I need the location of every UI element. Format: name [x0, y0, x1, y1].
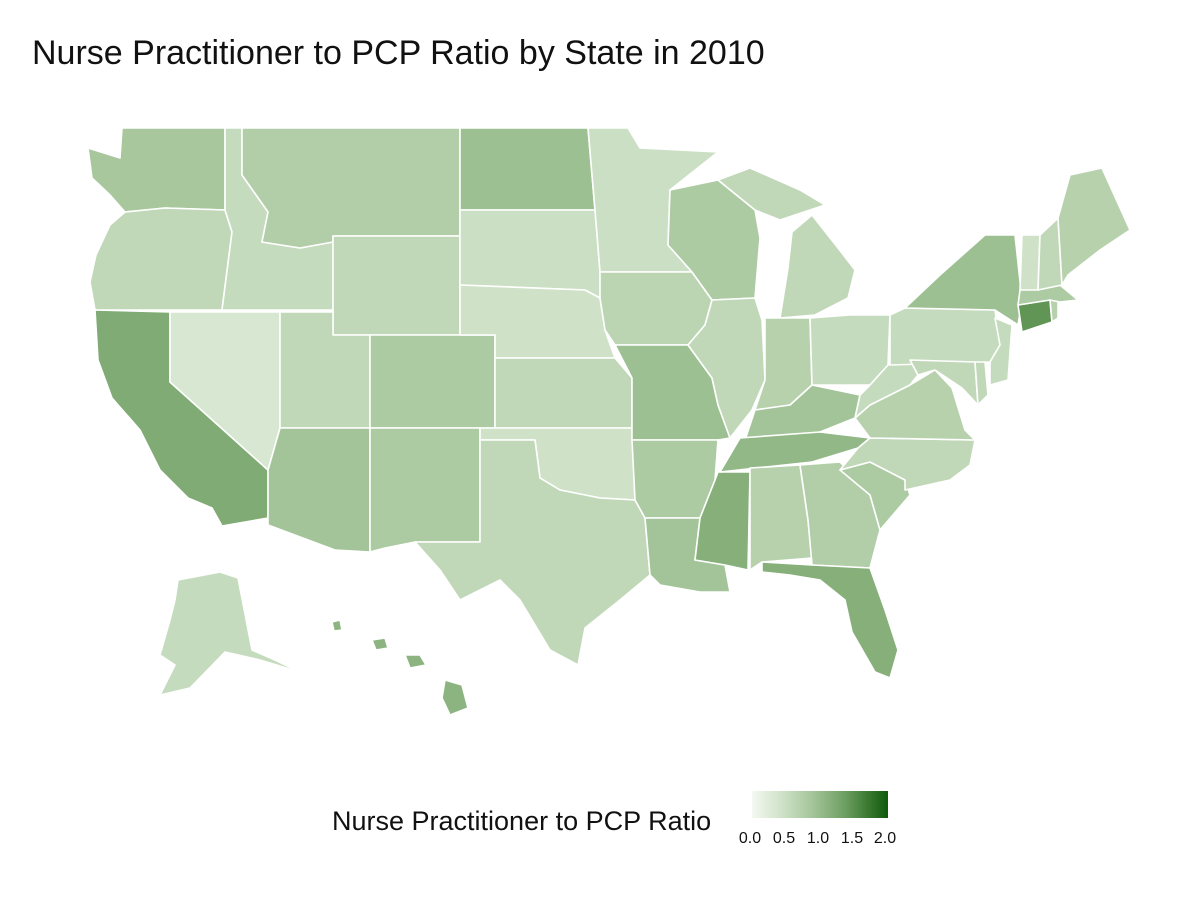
legend-tick-label: 1.0	[806, 830, 830, 847]
legend-tick	[756, 818, 757, 823]
state-alaska[interactable]	[159, 571, 301, 696]
state-michigan[interactable]	[779, 214, 856, 319]
legend-tick	[788, 818, 789, 823]
state-michigan-up[interactable]	[717, 167, 826, 221]
state-arizona[interactable]	[267, 427, 371, 553]
state-iowa[interactable]	[599, 271, 713, 346]
state-oregon[interactable]	[89, 207, 233, 311]
state-hawaii-kauai[interactable]	[331, 619, 343, 632]
state-new-mexico[interactable]	[369, 427, 481, 553]
legend-tick-label: 2.0	[873, 830, 897, 847]
state-new-york[interactable]	[904, 234, 1023, 326]
legend-tick-label: 0.0	[738, 830, 762, 847]
state-south-dakota[interactable]	[459, 209, 601, 299]
legend-title: Nurse Practitioner to PCP Ratio	[332, 806, 712, 836]
state-montana[interactable]	[241, 127, 461, 249]
state-ohio[interactable]	[809, 314, 891, 386]
state-texas[interactable]	[414, 439, 651, 666]
chart-title: Nurse Practitioner to PCP Ratio by State…	[32, 34, 765, 72]
legend-tick	[819, 818, 820, 823]
legend-tick-label: 1.5	[840, 830, 864, 847]
state-rhode-island[interactable]	[1049, 299, 1059, 323]
state-wyoming[interactable]	[332, 235, 461, 336]
state-delaware[interactable]	[974, 361, 989, 406]
state-washington[interactable]	[87, 127, 226, 213]
state-hawaii-maui[interactable]	[404, 654, 427, 669]
state-new-jersey[interactable]	[989, 317, 1013, 386]
state-hawaii[interactable]	[441, 679, 469, 716]
state-hawaii-oahu[interactable]	[371, 637, 389, 651]
legend-tick-label: 0.5	[772, 830, 796, 847]
state-wisconsin[interactable]	[667, 179, 761, 301]
state-north-dakota[interactable]	[459, 127, 596, 211]
legend-tick	[851, 818, 852, 823]
state-maine[interactable]	[1057, 167, 1131, 286]
legend-color-bar	[752, 791, 888, 818]
state-pennsylvania[interactable]	[889, 307, 1001, 366]
state-florida[interactable]	[761, 561, 899, 679]
state-illinois[interactable]	[687, 297, 766, 439]
state-vermont[interactable]	[1019, 234, 1041, 291]
state-colorado[interactable]	[369, 334, 496, 429]
state-kansas[interactable]	[494, 357, 633, 429]
legend-tick	[882, 818, 883, 823]
